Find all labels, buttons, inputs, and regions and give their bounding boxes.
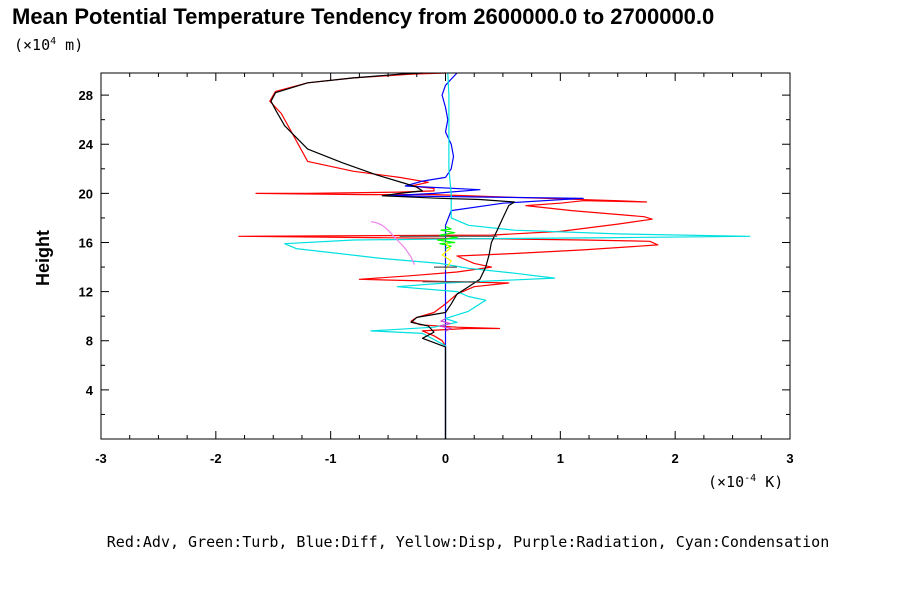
series-line-cyan — [284, 72, 751, 439]
series-line-blue — [387, 72, 584, 439]
y-tick-label: 12 — [79, 285, 93, 300]
series-line-purple2 — [439, 318, 452, 332]
y-tick-label: 24 — [79, 137, 94, 152]
y-unit-suffix: m) — [56, 36, 83, 54]
series-line-black — [270, 72, 516, 439]
y-axis-ticks: 4 8 12 16 20 24 28 — [79, 88, 790, 415]
x-tick-label: -2 — [210, 451, 222, 466]
y-tick-label: 20 — [79, 186, 93, 201]
x-tick-label: -3 — [95, 451, 107, 466]
y-axis-unit: (×104 m) — [14, 36, 83, 54]
y-tick-label: 4 — [86, 383, 94, 398]
x-tick-label: 2 — [672, 451, 679, 466]
chart-title: Mean Potential Temperature Tendency from… — [12, 4, 714, 29]
y-axis-label: Height — [33, 230, 53, 286]
y-tick-label: 8 — [86, 334, 93, 349]
x-axis-unit: (×10-4 K) — [708, 473, 783, 491]
x-tick-label: 1 — [557, 451, 564, 466]
series-line-yellow — [441, 242, 452, 270]
y-unit-exponent: 4 — [50, 36, 56, 47]
y-unit-prefix: (×10 — [14, 36, 50, 54]
x-unit-prefix: (×10 — [708, 473, 744, 491]
x-axis-ticks: -3 -2 -1 0 1 2 3 — [95, 73, 794, 466]
plot-series — [238, 72, 751, 439]
x-tick-label: 0 — [442, 451, 449, 466]
y-tick-label: 16 — [79, 235, 93, 250]
series-line-green — [436, 225, 458, 250]
x-unit-exponent: -4 — [744, 473, 756, 484]
x-tick-label: 3 — [786, 451, 793, 466]
legend-text: Red:Adv, Green:Turb, Blue:Diff, Yellow:D… — [107, 533, 829, 551]
series-line-purple — [370, 221, 416, 265]
x-unit-suffix: K) — [756, 473, 783, 491]
x-tick-label: -1 — [325, 451, 337, 466]
y-tick-label: 28 — [79, 88, 93, 103]
